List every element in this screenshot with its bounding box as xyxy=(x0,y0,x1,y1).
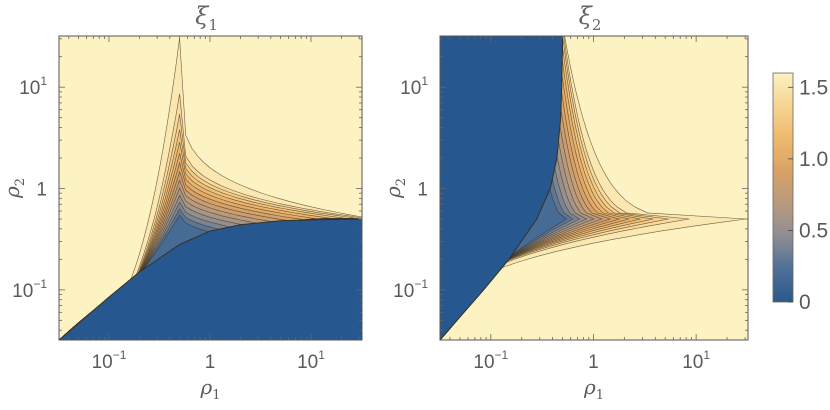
x-tick-label: 101 xyxy=(682,348,710,373)
panel-xi1: 10−1 1 101 10−1 1 101 ρ1 ρ2 ξ1 xyxy=(0,2,363,403)
colorbar: 0 0.5 1.0 1.5 xyxy=(772,72,828,314)
x-tick-label: 10−1 xyxy=(473,348,508,373)
x-tick-label: 1 xyxy=(588,352,599,373)
y-tick-label: 10−1 xyxy=(393,277,428,302)
y-tick-label: 101 xyxy=(19,74,47,99)
plot-area xyxy=(59,36,362,340)
x-axis-label: ρ1 xyxy=(199,375,220,403)
colorbar-tick-label: 1.0 xyxy=(799,148,828,171)
plot-area xyxy=(440,36,748,340)
region-low-boundary xyxy=(440,36,564,340)
x-tick-label: 10−1 xyxy=(92,348,127,373)
y-tick-label: 1 xyxy=(417,180,428,201)
x-tick-label: 1 xyxy=(205,352,216,373)
y-axis-label: ρ2 xyxy=(381,178,409,199)
panel-xi2: 10−1 1 101 10−1 1 101 ρ1 ρ2 ξ2 xyxy=(381,2,749,403)
region-low-boundary xyxy=(59,218,362,340)
colorbar-tick-label: 0 xyxy=(799,291,811,314)
panel-title: ξ1 xyxy=(195,2,218,34)
colorbar-tick-label: 0.5 xyxy=(799,219,828,242)
y-axis-label: ρ2 xyxy=(0,178,28,199)
y-tick-label: 10−1 xyxy=(12,277,47,302)
x-tick-label: 101 xyxy=(297,348,325,373)
x-axis-label: ρ1 xyxy=(583,375,604,403)
y-tick-label: 1 xyxy=(36,180,47,201)
panel-title: ξ2 xyxy=(579,2,602,34)
plot-frame xyxy=(58,35,363,341)
y-tick-label: 101 xyxy=(400,74,428,99)
colorbar-tick-label: 1.5 xyxy=(799,76,828,99)
colorbar-bar xyxy=(772,72,794,303)
plot-frame xyxy=(439,35,749,341)
